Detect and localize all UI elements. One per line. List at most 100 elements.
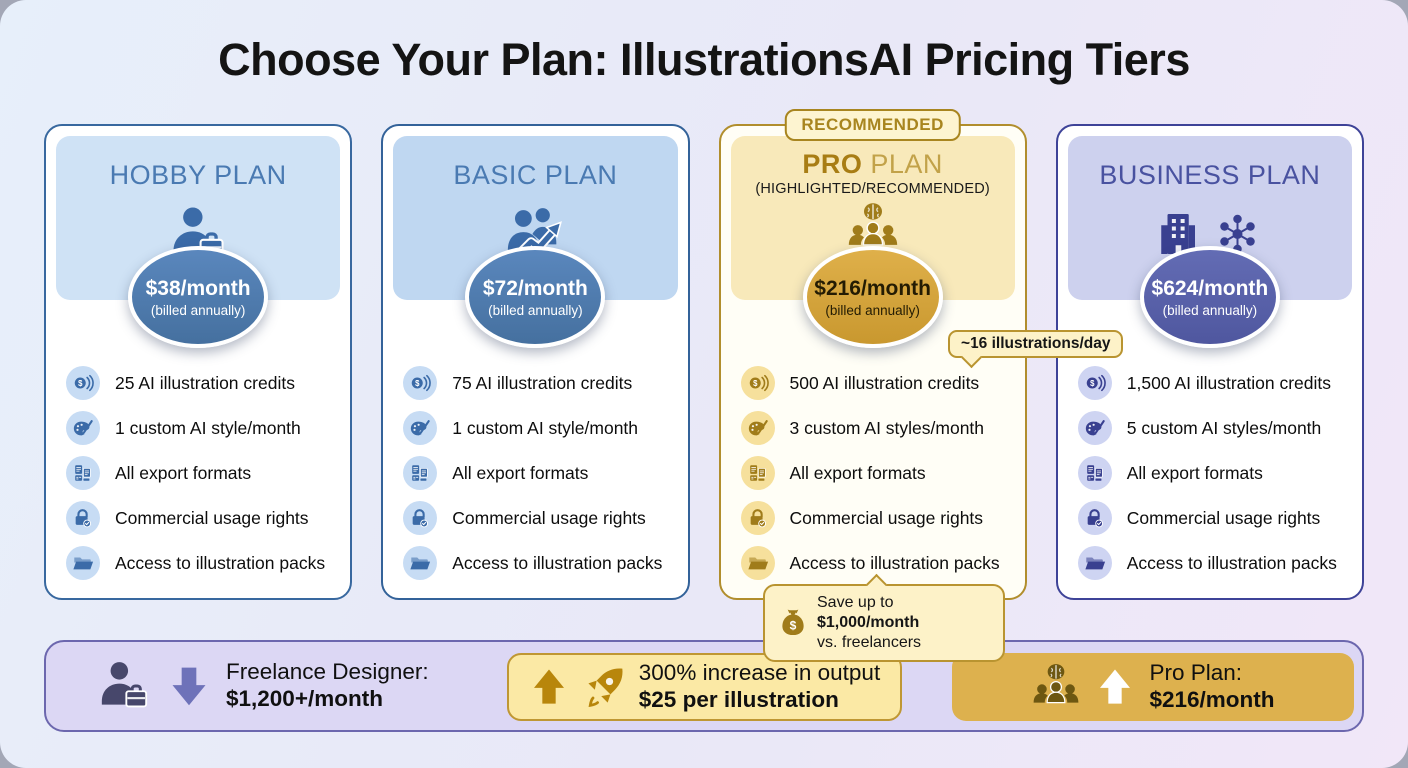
export-formats-icon bbox=[403, 456, 438, 490]
plan-cards-row: HOBBY PLAN $38/month (billed annually) 2… bbox=[44, 109, 1364, 600]
palette-brush-icon bbox=[740, 411, 775, 445]
lock-check-icon bbox=[740, 501, 775, 535]
feature-label: Access to illustration packs bbox=[115, 552, 326, 573]
open-folder-icon bbox=[403, 546, 438, 580]
page-title: Choose Your Plan: IllustrationsAI Pricin… bbox=[218, 34, 1190, 85]
palette-brush-icon bbox=[1077, 411, 1112, 445]
business-feature-list: 1,500 AI illustration credits 5 custom A… bbox=[1077, 366, 1356, 591]
pro-feature-list: 500 AI illustration credits 3 custom AI … bbox=[740, 366, 1019, 591]
coins-icon bbox=[740, 366, 775, 400]
feature-item: 75 AI illustration credits bbox=[403, 366, 681, 400]
output-line1: 300% increase in output bbox=[638, 660, 881, 686]
feature-label: All export formats bbox=[789, 462, 926, 483]
savings-amount: $1,000/month bbox=[817, 614, 920, 631]
freelancer-icon bbox=[96, 658, 152, 714]
plan-card-hobby[interactable]: HOBBY PLAN $38/month (billed annually) 2… bbox=[44, 124, 353, 600]
freelancer-label: Freelance Designer: bbox=[226, 659, 429, 685]
pro-plan-cost-segment: Pro Plan: $216/month bbox=[952, 653, 1354, 721]
pro-cost-value: $216/month bbox=[1149, 687, 1275, 712]
savings-line2: vs. freelancers bbox=[817, 634, 922, 651]
savings-prefix: Save up to bbox=[817, 594, 894, 611]
feature-label: 500 AI illustration credits bbox=[789, 372, 980, 393]
recommended-badge: RECOMMENDED bbox=[784, 109, 961, 141]
coins-icon bbox=[1077, 366, 1112, 400]
feature-item: All export formats bbox=[740, 456, 1019, 490]
rate-text: ~16 illustrations/day bbox=[961, 335, 1111, 352]
feature-item: All export formats bbox=[66, 456, 344, 490]
feature-item: Commercial usage rights bbox=[403, 501, 681, 535]
palette-brush-icon bbox=[66, 411, 100, 445]
feature-label: Commercial usage rights bbox=[452, 507, 646, 528]
feature-item: Access to illustration packs bbox=[403, 546, 681, 580]
up-arrow-icon bbox=[1095, 667, 1135, 707]
feature-label: 1 custom AI style/month bbox=[115, 417, 301, 438]
savings-callout: Save up to $1,000/month vs. freelancers bbox=[763, 573, 1005, 662]
feature-label: All export formats bbox=[1126, 462, 1263, 483]
basic-price: $72/month bbox=[482, 276, 588, 300]
plan-card-pro[interactable]: RECOMMENDED PRO PLAN (HIGHLIGHTED/RECOMM… bbox=[718, 109, 1027, 600]
feature-label: 5 custom AI styles/month bbox=[1126, 417, 1322, 438]
feature-item: 1 custom AI style/month bbox=[66, 411, 344, 445]
pro-cost-text: Pro Plan: $216/month bbox=[1149, 660, 1274, 713]
freelancer-text: Freelance Designer: $1,200+/month bbox=[226, 659, 429, 712]
pro-title-strong: PRO bbox=[802, 149, 863, 179]
money-bag-icon bbox=[776, 606, 810, 640]
hobby-price: $38/month bbox=[145, 276, 251, 300]
pro-cost-label: Pro Plan: bbox=[1149, 660, 1243, 686]
lock-check-icon bbox=[66, 501, 100, 535]
feature-item: 500 AI illustration credits bbox=[740, 366, 1019, 400]
pro-title-rest: PLAN bbox=[862, 149, 943, 179]
pro-plan-title: PRO PLAN bbox=[731, 136, 1015, 180]
basic-feature-list: 75 AI illustration credits 1 custom AI s… bbox=[403, 366, 681, 591]
coins-icon bbox=[66, 366, 100, 400]
feature-label: All export formats bbox=[452, 462, 589, 483]
pro-billing-note: (billed annually) bbox=[825, 302, 920, 318]
business-price: $624/month bbox=[1151, 276, 1269, 300]
feature-item: 5 custom AI styles/month bbox=[1077, 411, 1356, 445]
business-billing-note: (billed annually) bbox=[1162, 302, 1258, 318]
basic-plan-title: BASIC PLAN bbox=[453, 160, 618, 190]
feature-item: Commercial usage rights bbox=[740, 501, 1019, 535]
feature-label: 1 custom AI style/month bbox=[452, 417, 639, 438]
output-text: 300% increase in output $25 per illustra… bbox=[639, 660, 880, 713]
feature-item: Access to illustration packs bbox=[740, 546, 1019, 580]
pro-price: $216/month bbox=[814, 276, 931, 300]
feature-item: 3 custom AI styles/month bbox=[740, 411, 1019, 445]
open-folder-icon bbox=[66, 546, 100, 580]
feature-label: 25 AI illustration credits bbox=[115, 372, 295, 393]
feature-item: Commercial usage rights bbox=[66, 501, 344, 535]
open-folder-icon bbox=[740, 546, 775, 580]
down-arrow-icon bbox=[167, 664, 211, 708]
coins-icon bbox=[403, 366, 438, 400]
feature-item: All export formats bbox=[1077, 456, 1356, 490]
team-brain-icon bbox=[1031, 662, 1081, 712]
feature-item: Access to illustration packs bbox=[66, 546, 344, 580]
feature-label: Commercial usage rights bbox=[789, 507, 984, 528]
freelancer-value: $1,200+/month bbox=[226, 686, 383, 711]
up-arrow-icon bbox=[529, 667, 569, 707]
feature-item: 1 custom AI style/month bbox=[403, 411, 681, 445]
feature-label: All export formats bbox=[115, 462, 252, 483]
savings-line1: Save up to $1,000/month bbox=[817, 593, 993, 633]
feature-item: 25 AI illustration credits bbox=[66, 366, 344, 400]
export-formats-icon bbox=[740, 456, 775, 490]
freelancer-cost-segment: Freelance Designer: $1,200+/month bbox=[96, 642, 429, 730]
hobby-feature-list: 25 AI illustration credits 1 custom AI s… bbox=[66, 366, 344, 591]
plan-card-basic[interactable]: BASIC PLAN $72/month (billed annually) 7… bbox=[381, 124, 690, 600]
feature-label: 75 AI illustration credits bbox=[452, 372, 633, 393]
feature-item: Access to illustration packs bbox=[1077, 546, 1356, 580]
output-increase-segment: 300% increase in output $25 per illustra… bbox=[507, 653, 902, 721]
export-formats-icon bbox=[1077, 456, 1112, 490]
palette-brush-icon bbox=[403, 411, 438, 445]
feature-item: Commercial usage rights bbox=[1077, 501, 1356, 535]
lock-check-icon bbox=[1077, 501, 1112, 535]
illustrations-per-day-callout: ~16 illustrations/day bbox=[948, 330, 1124, 369]
rocket-icon bbox=[582, 665, 626, 709]
output-line2: $25 per illustration bbox=[638, 687, 839, 712]
hobby-plan-title: HOBBY PLAN bbox=[109, 160, 287, 190]
basic-billing-note: (billed annually) bbox=[488, 302, 583, 318]
hobby-billing-note: (billed annually) bbox=[150, 302, 246, 318]
basic-price-badge: $72/month (billed annually) bbox=[465, 246, 606, 348]
plan-card-business[interactable]: BUSINESS PLAN $624/month (billed annuall… bbox=[1055, 124, 1364, 600]
